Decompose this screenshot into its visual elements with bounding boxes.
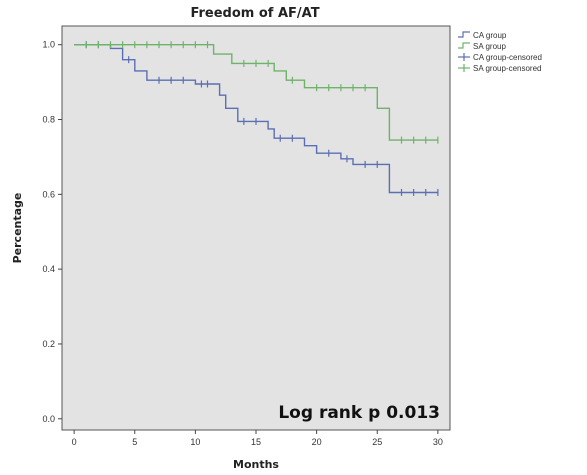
- x-tick-label: 10: [190, 437, 200, 447]
- series-line-sa-group: [74, 44, 438, 141]
- y-tick-label: 0.8: [42, 115, 55, 125]
- legend-entry: CA group: [473, 31, 507, 40]
- x-axis-label: Months: [233, 458, 279, 471]
- chart-title: Freedom of AF/AT: [190, 6, 319, 21]
- legend-swatch: [458, 42, 470, 49]
- legend-entry: CA group-censored: [473, 53, 542, 62]
- x-tick-label: 25: [372, 437, 382, 447]
- y-tick-label: 0.2: [42, 339, 55, 349]
- x-tick-label: 20: [312, 437, 322, 447]
- y-tick-label: 0.6: [42, 189, 55, 199]
- x-tick-label: 5: [132, 437, 137, 447]
- plot-area: [61, 25, 451, 431]
- x-tick-label: 15: [251, 437, 261, 447]
- series-line-ca-group: [74, 44, 438, 194]
- log-rank-annotation: Log rank p 0.013: [278, 403, 440, 423]
- legend-swatch: [458, 31, 470, 38]
- legend-entry: SA group: [473, 42, 506, 51]
- legend-entry: SA group-censored: [473, 64, 542, 73]
- x-axis-ticks: 0 5 10 15 20 25 30: [72, 430, 443, 447]
- y-axis-ticks: 0.0 0.2 0.4 0.6 0.8 1.0: [42, 40, 62, 424]
- y-tick-label: 1.0: [42, 40, 55, 50]
- x-tick-label: 30: [433, 437, 443, 447]
- legend: CA group SA group CA group-censored SA grou…: [458, 31, 542, 73]
- y-axis-label: Percentage: [11, 193, 24, 264]
- x-tick-label: 0: [72, 437, 77, 447]
- series-layer: [74, 41, 439, 196]
- y-tick-label: 0.4: [42, 264, 55, 274]
- y-tick-label: 0.0: [42, 414, 55, 424]
